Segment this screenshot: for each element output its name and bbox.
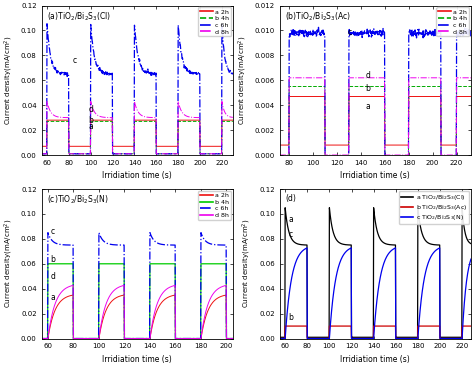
Legend: a 2h, b 4h, c 6h, d 8h: a 2h, b 4h, c 6h, d 8h bbox=[198, 7, 231, 36]
Text: c: c bbox=[348, 28, 352, 37]
Text: d: d bbox=[366, 71, 371, 80]
X-axis label: Irridiation time (s): Irridiation time (s) bbox=[102, 355, 172, 364]
Legend: a 2h, b 4h, c 6h, d 8h: a 2h, b 4h, c 6h, d 8h bbox=[198, 191, 231, 220]
Text: d: d bbox=[50, 272, 55, 281]
Text: (a)TiO$_2$/Bi$_2$S$_3$(Cl): (a)TiO$_2$/Bi$_2$S$_3$(Cl) bbox=[47, 10, 111, 22]
Y-axis label: Current density(mA/cm$^2$): Current density(mA/cm$^2$) bbox=[237, 36, 249, 125]
Text: b: b bbox=[366, 84, 371, 93]
Text: d: d bbox=[89, 105, 93, 114]
Text: b: b bbox=[89, 116, 93, 125]
Y-axis label: Current density(mA/cm$^2$): Current density(mA/cm$^2$) bbox=[3, 36, 15, 125]
Text: a: a bbox=[366, 102, 371, 112]
Text: b: b bbox=[50, 255, 55, 264]
X-axis label: Irridiation time (s): Irridiation time (s) bbox=[102, 171, 172, 181]
Text: (d): (d) bbox=[285, 193, 296, 203]
Y-axis label: Current density(mA/cm$^2$): Current density(mA/cm$^2$) bbox=[241, 219, 254, 309]
Text: c: c bbox=[50, 228, 55, 236]
Text: c: c bbox=[289, 230, 292, 239]
Text: a: a bbox=[89, 122, 93, 131]
Text: (c)TiO$_2$/Bi$_2$S$_3$(N): (c)TiO$_2$/Bi$_2$S$_3$(N) bbox=[47, 193, 109, 206]
Text: (b)TiO$_2$/Bi$_2$S$_3$(Ac): (b)TiO$_2$/Bi$_2$S$_3$(Ac) bbox=[285, 10, 352, 22]
Text: a: a bbox=[289, 215, 293, 224]
X-axis label: Irridiation time (s): Irridiation time (s) bbox=[340, 171, 410, 181]
Text: c: c bbox=[72, 57, 76, 65]
Legend: a 2h, b 4h, c 6h, d 8h: a 2h, b 4h, c 6h, d 8h bbox=[437, 7, 469, 36]
X-axis label: Irridiation time (s): Irridiation time (s) bbox=[340, 355, 410, 364]
Y-axis label: Current density(mA/cm$^2$): Current density(mA/cm$^2$) bbox=[3, 219, 15, 309]
Legend: a TiO$_2$/Bi$_2$S$_3$(Cl), b TiO$_2$/Bi$_2$S$_3$(Ac), c TiO$_2$/Bi$_2$S$_3$(N): a TiO$_2$/Bi$_2$S$_3$(Cl), b TiO$_2$/Bi$… bbox=[399, 191, 469, 224]
Text: b: b bbox=[289, 313, 293, 322]
Text: a: a bbox=[50, 293, 55, 302]
